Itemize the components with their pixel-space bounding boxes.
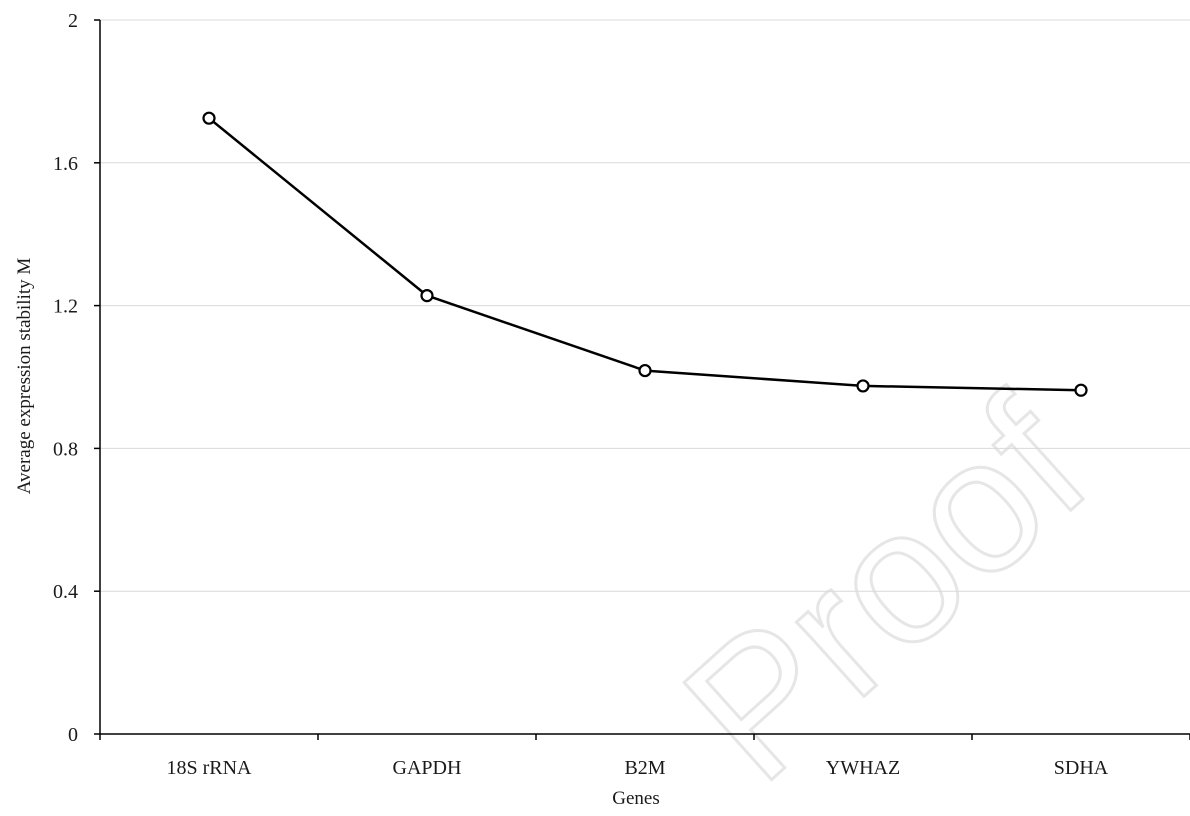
x-tick-labels: 18S rRNA GAPDH B2M YWHAZ SDHA: [166, 757, 1108, 779]
watermark: Proof: [644, 357, 1127, 816]
data-point: [856, 379, 870, 393]
y-tick-label: 0: [68, 724, 78, 746]
y-tick-label: 2: [68, 10, 78, 32]
data-point: [420, 289, 434, 303]
data-point: [1074, 383, 1088, 397]
x-axis-title: Genes: [612, 788, 659, 809]
x-tick-label: B2M: [624, 757, 665, 779]
y-tick-label: 1.6: [53, 153, 78, 175]
gridlines: [100, 19, 1190, 592]
y-axis-title: Average expression stability M: [14, 258, 35, 495]
x-tick-label: YWHAZ: [826, 757, 900, 779]
y-tick-labels: 0 0.4 0.8 1.2 1.6 2: [53, 10, 78, 746]
data-point: [202, 111, 216, 125]
series-group: [202, 111, 1088, 397]
x-tick-label: GAPDH: [393, 757, 462, 779]
axes: [94, 19, 1190, 740]
watermark-text: Proof: [646, 358, 1126, 816]
data-point: [638, 363, 652, 378]
y-tick-label: 0.8: [53, 438, 78, 460]
x-tick-label: SDHA: [1054, 757, 1109, 779]
y-tick-label: 1.2: [53, 296, 78, 318]
series-line: [208, 117, 1082, 392]
x-tick-label: 18S rRNA: [166, 757, 252, 779]
y-tick-label: 0.4: [53, 581, 78, 603]
